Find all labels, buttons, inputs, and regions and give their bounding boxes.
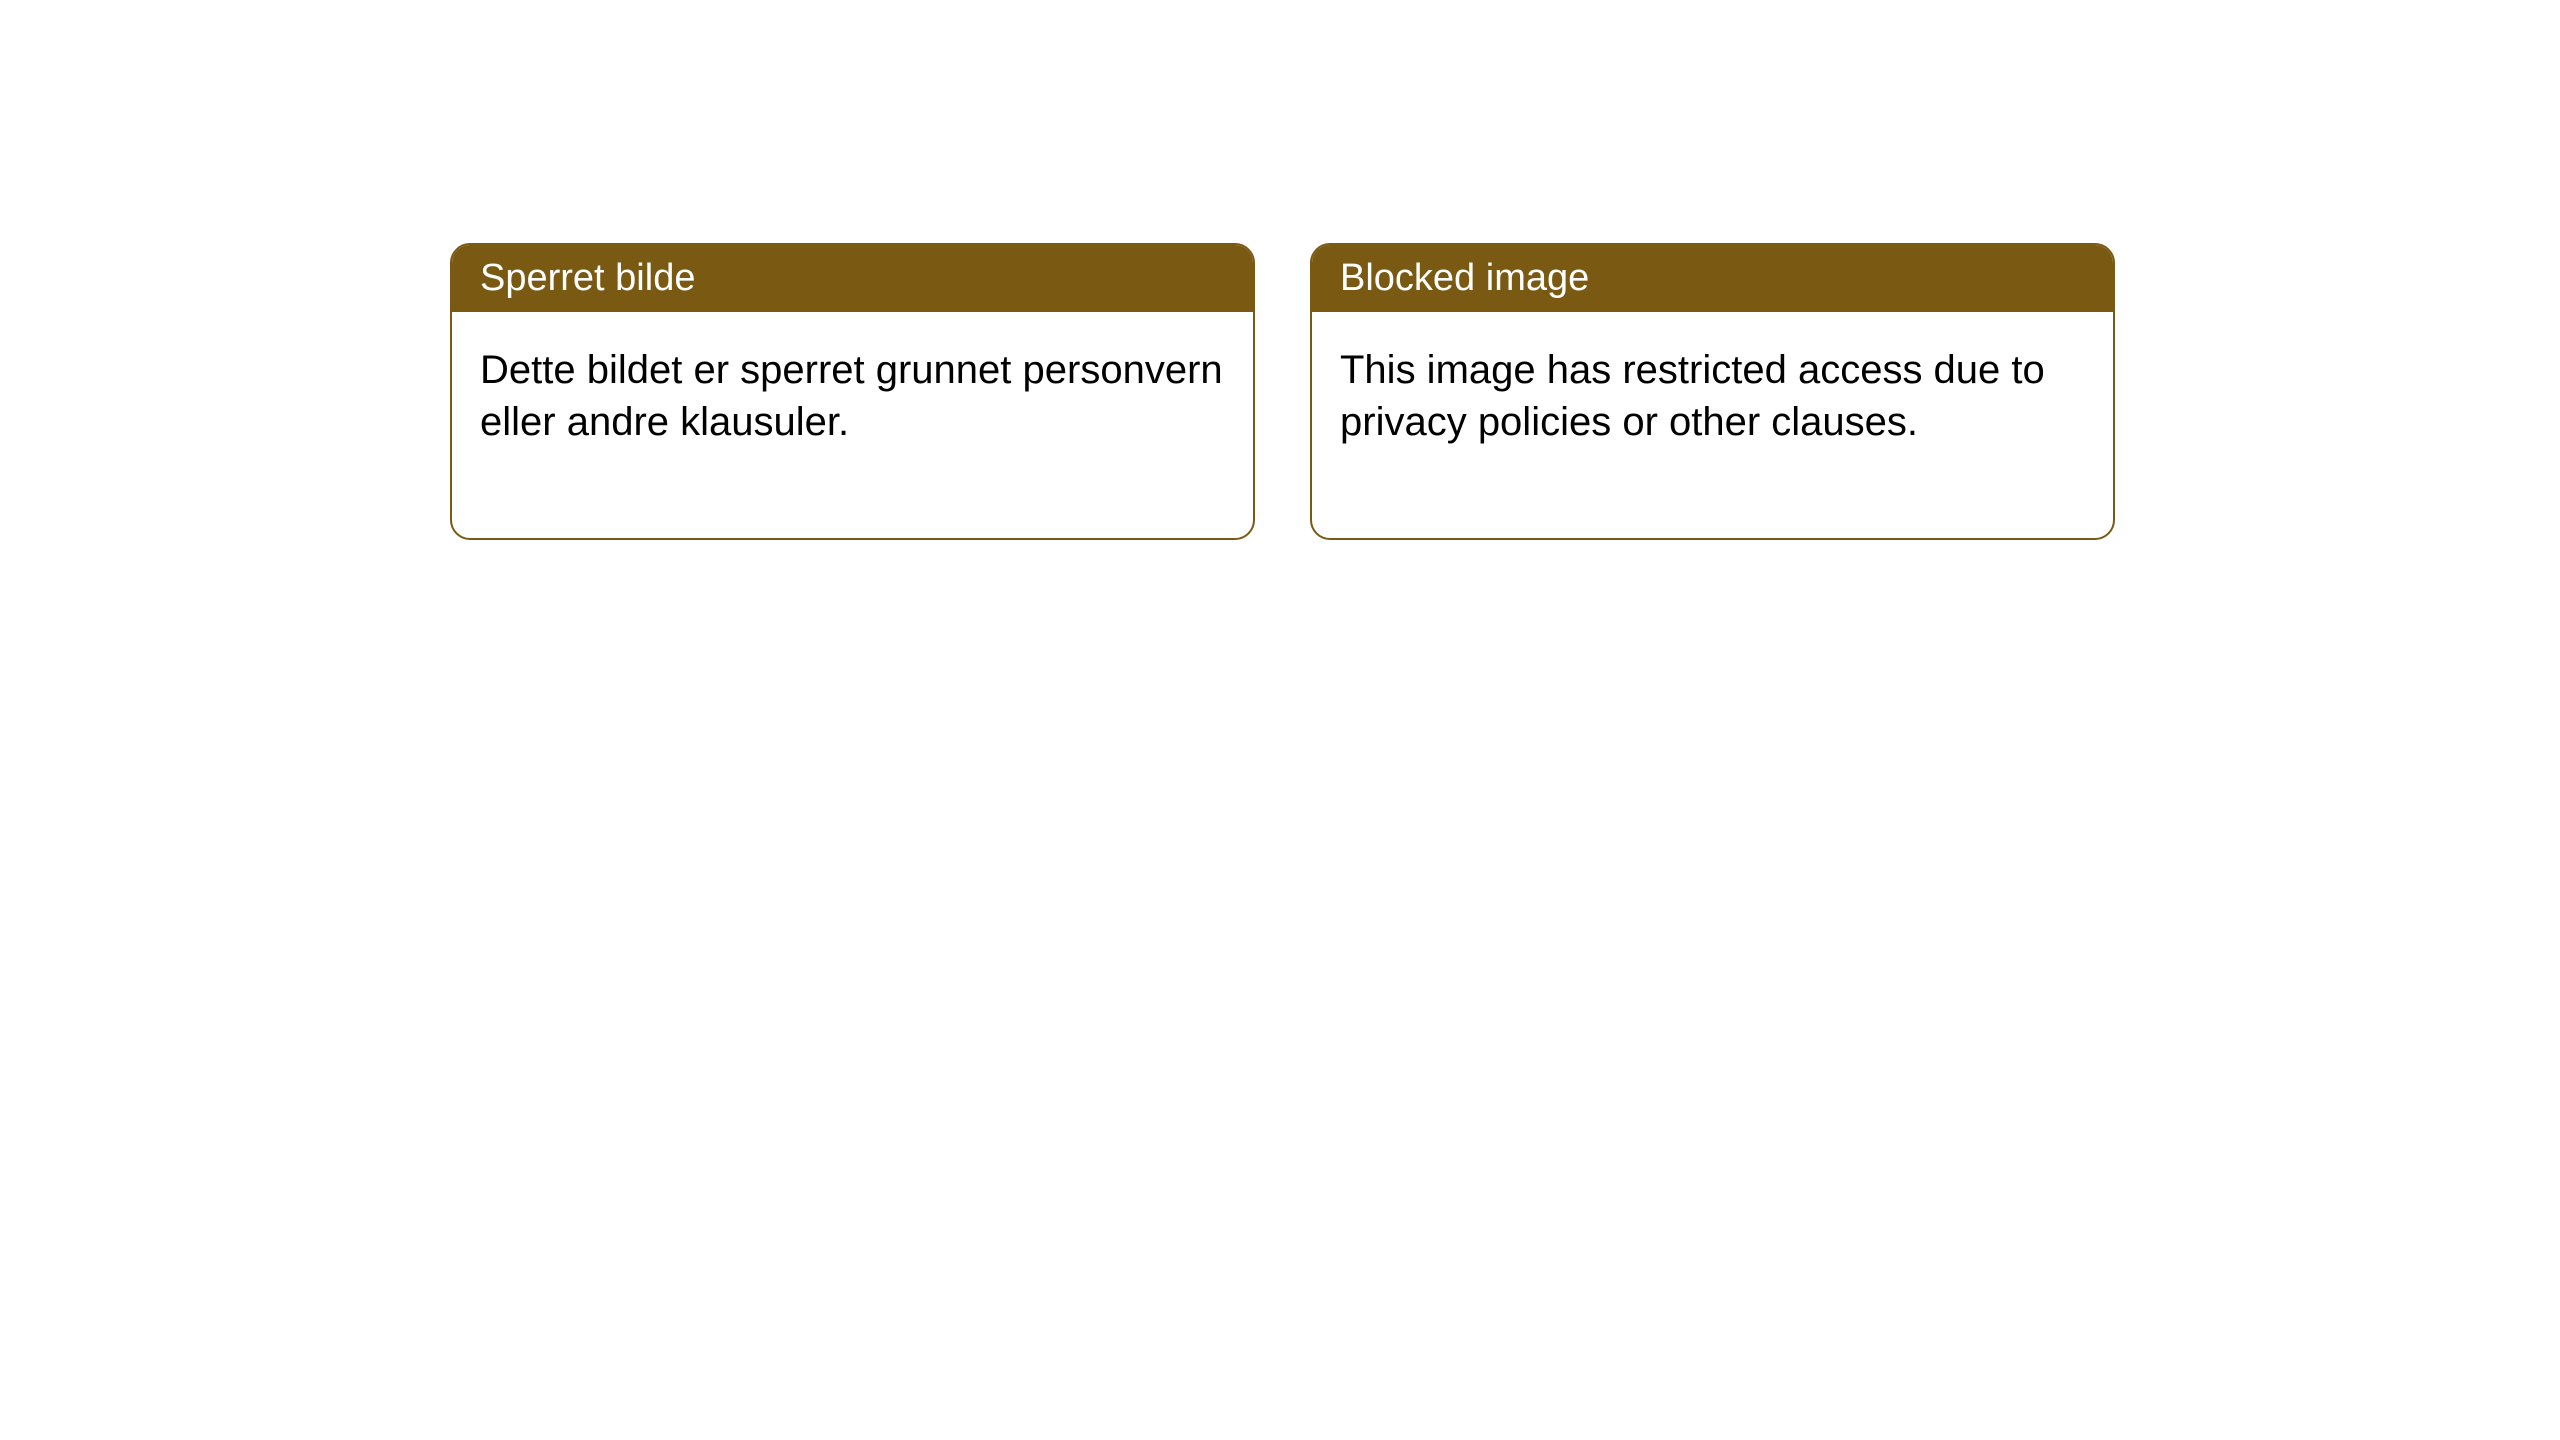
notice-title: Sperret bilde (480, 257, 695, 299)
notice-card-english: Blocked image This image has restricted … (1310, 243, 2115, 540)
notice-card-norwegian: Sperret bilde Dette bildet er sperret gr… (450, 243, 1255, 540)
notice-body: Dette bildet er sperret grunnet personve… (452, 312, 1253, 538)
notice-title: Blocked image (1340, 257, 1589, 299)
notice-body-text: This image has restricted access due to … (1340, 348, 2045, 444)
notice-header: Blocked image (1312, 245, 2113, 312)
notice-header: Sperret bilde (452, 245, 1253, 312)
notice-body-text: Dette bildet er sperret grunnet personve… (480, 348, 1223, 444)
notice-body: This image has restricted access due to … (1312, 312, 2113, 538)
notice-cards-container: Sperret bilde Dette bildet er sperret gr… (450, 243, 2560, 540)
